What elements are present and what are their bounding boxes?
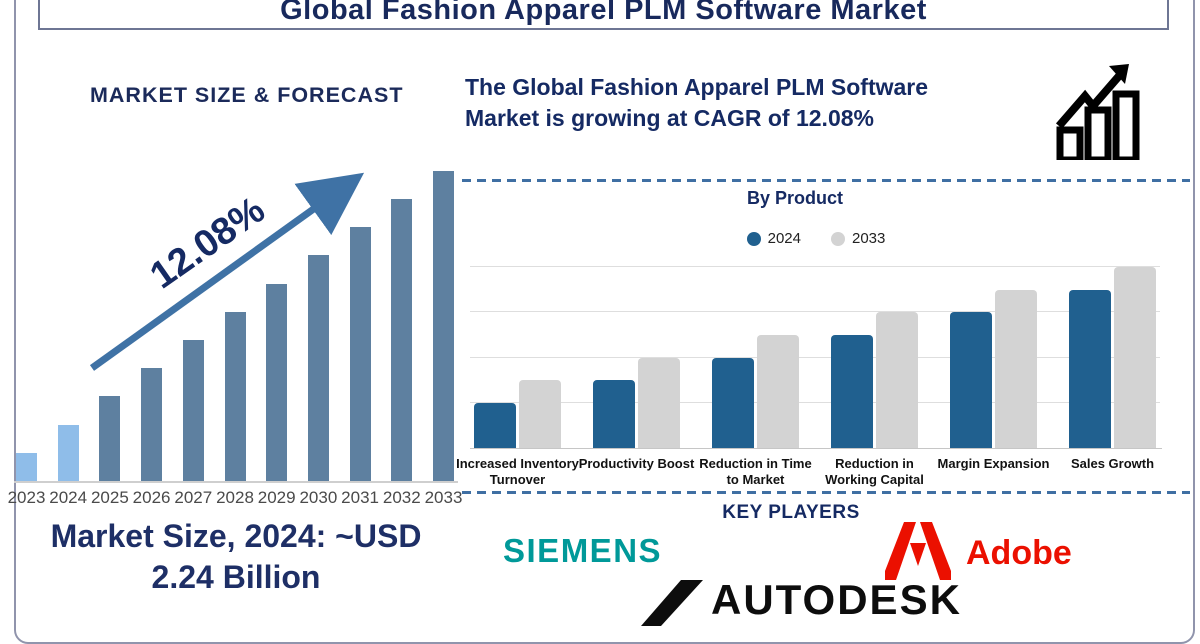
key-players-heading: KEY PLAYERS — [722, 502, 860, 523]
bar-chart-growth-icon — [1055, 64, 1140, 160]
product-chart-baseline — [470, 448, 1162, 449]
forecast-year-label: 2028 — [216, 488, 254, 507]
product-bar-2024-0 — [474, 403, 516, 448]
product-bar-2033-0 — [519, 380, 561, 448]
autodesk-logo: AUTODESK — [641, 576, 962, 626]
forecast-year-label: 2025 — [90, 488, 129, 507]
market-size-caption: Market Size, 2024: ~USD 2.24 Billion — [14, 516, 458, 598]
legend-label: 2033 — [852, 230, 886, 247]
product-bar-2024-1 — [593, 380, 635, 448]
legend-dot — [831, 231, 845, 246]
forecast-bar-2032 — [391, 199, 413, 481]
product-category-label: Reduction in Working Capital — [825, 456, 924, 487]
forecast-year-label: 2030 — [299, 488, 338, 507]
product-bar-2033-2 — [757, 335, 799, 448]
growth-arrow-icon — [89, 172, 365, 371]
forecast-bar-2025 — [99, 396, 121, 481]
legend-label: 2024 — [767, 230, 801, 247]
legend-dot — [746, 231, 761, 246]
dashed-divider-top — [462, 179, 1190, 182]
legend-item-2033: 2033 — [831, 230, 885, 247]
market-size-line2: 2.24 Billion — [151, 559, 321, 595]
product-category-label: Margin Expansion — [937, 456, 1050, 471]
forecast-year-axis: 2023 2024 2025 2026 2027 2028 2029 2030 2031 2032… — [8, 488, 463, 512]
product-bar-2024-3 — [831, 335, 873, 448]
market-size-forecast-heading: MARKET SIZE & FORECAST — [90, 83, 404, 107]
forecast-bar-2028 — [224, 312, 246, 481]
product-category-label: Increased Inventory Turnover — [456, 456, 579, 487]
product-bar-2024-4 — [950, 312, 992, 448]
by-product-bar-chart — [470, 255, 1162, 448]
product-bar-2024-2 — [712, 358, 754, 448]
forecast-year-label: 2033 — [424, 488, 463, 507]
cagr-headline: The Global Fashion Apparel PLM Software … — [465, 72, 1055, 134]
page-title: Global Fashion Apparel PLM Software Mark… — [280, 0, 927, 26]
cagr-headline-line2: Market is growing at CAGR of 12.08% — [465, 105, 874, 131]
forecast-year-label: 2032 — [382, 488, 421, 507]
forecast-bar-2030 — [307, 255, 329, 481]
market-size-line1: Market Size, 2024: ~USD — [50, 518, 422, 554]
gridline — [470, 357, 1160, 358]
dashed-divider-bottom — [462, 491, 1190, 494]
product-bar-2033-3 — [876, 312, 918, 448]
product-bar-2033-1 — [638, 358, 680, 448]
forecast-bar-2023 — [16, 453, 37, 481]
market-forecast-bar-chart — [14, 170, 458, 481]
autodesk-logo-icon — [641, 580, 703, 626]
forecast-year-label: 2031 — [341, 488, 379, 507]
product-category-label: Productivity Boost — [578, 456, 695, 471]
cagr-headline-line1: The Global Fashion Apparel PLM Software — [465, 74, 929, 100]
product-bar-2033-4 — [995, 290, 1037, 448]
product-category-label: Reduction in Time to Market — [699, 456, 812, 487]
title-bar: Global Fashion Apparel PLM Software Mark… — [38, 0, 1169, 30]
forecast-bar-2029 — [266, 284, 288, 481]
forecast-year-label: 2024 — [49, 488, 88, 507]
product-chart-legend: 2024 2033 — [470, 230, 1162, 247]
autodesk-logo-text: AUTODESK — [711, 576, 962, 623]
product-category-label: Sales Growth — [1070, 456, 1155, 471]
product-bar-2033-5 — [1114, 267, 1156, 448]
forecast-bar-2026 — [141, 368, 163, 481]
forecast-bar-2031 — [349, 227, 371, 481]
product-bar-2024-5 — [1069, 290, 1111, 448]
adobe-logo-text: Adobe — [966, 534, 1072, 572]
forecast-bar-2027 — [182, 340, 204, 481]
product-category-axis: Increased Inventory Turnover Productivity… — [456, 456, 1162, 490]
legend-item-2024: 2024 — [746, 230, 801, 247]
forecast-year-label: 2029 — [257, 488, 296, 507]
forecast-bar-2033 — [433, 171, 454, 481]
forecast-year-label: 2027 — [174, 488, 213, 507]
gridline — [470, 311, 1160, 312]
by-product-title: By Product — [746, 188, 843, 208]
forecast-chart-baseline — [14, 481, 458, 483]
siemens-logo: SIEMENS — [503, 532, 663, 569]
forecast-year-label: 2023 — [7, 488, 46, 507]
gridline — [470, 266, 1160, 267]
adobe-logo-icon — [885, 522, 951, 580]
forecast-year-label: 2026 — [132, 488, 171, 507]
gridline — [470, 402, 1160, 403]
forecast-bar-2024 — [57, 425, 79, 481]
